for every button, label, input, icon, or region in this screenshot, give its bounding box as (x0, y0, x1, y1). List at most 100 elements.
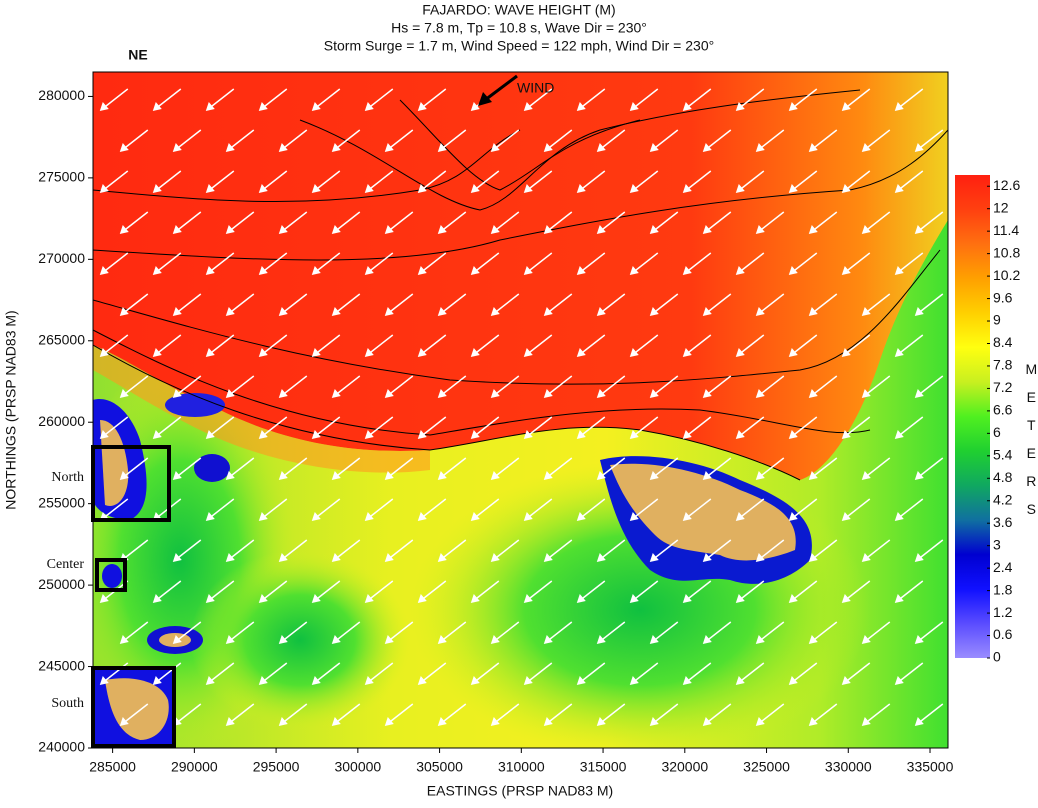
wind-vector-head (755, 307, 765, 316)
wind-vector-head (596, 471, 606, 480)
wind-vector (581, 252, 606, 272)
colorbar-tick-label: 1.2 (993, 604, 1013, 620)
wind-vector (846, 580, 871, 600)
colorbar-tick-label: 10.8 (993, 244, 1020, 260)
wind-vector (707, 457, 732, 477)
wind-vector-head (682, 102, 692, 111)
wind-vector-head (278, 307, 288, 316)
wind-vector (336, 621, 361, 641)
wind-vector-head (894, 512, 904, 521)
wind-vector (177, 539, 202, 559)
wind-vector (104, 334, 129, 354)
wind-vector (601, 539, 626, 559)
wind-vector-head (808, 389, 818, 398)
wind-vector (548, 703, 573, 723)
wind-vector-head (629, 430, 639, 439)
wind-vector (389, 375, 414, 395)
wind-vector (760, 703, 785, 723)
wind-vector (495, 211, 520, 231)
wind-vector (124, 703, 149, 723)
wind-vector (548, 539, 573, 559)
wind-vector (740, 252, 765, 272)
wind-vector (919, 703, 944, 723)
wind-vector (283, 293, 308, 313)
wind-vector-head (914, 471, 924, 480)
wind-vector-head (702, 307, 712, 316)
wind-vector-head (543, 635, 553, 644)
wind-vector (846, 88, 871, 108)
wind-vector (654, 129, 679, 149)
wind-vector-head (278, 389, 288, 398)
wind-vector-head (258, 512, 268, 521)
colorbar-tick-label: 1.8 (993, 581, 1013, 597)
wind-arrowhead (478, 92, 492, 106)
wind-vector (793, 170, 818, 190)
wind-vector-head (914, 553, 924, 562)
wind-vector-head (735, 512, 745, 521)
wind-vector-head (894, 348, 904, 357)
wind-vector-head (470, 266, 480, 275)
colorbar-tick-label: 6 (993, 424, 1001, 440)
wind-vector (157, 662, 182, 682)
wind-vector-head (311, 266, 321, 275)
wind-vector (442, 375, 467, 395)
wind-vector (601, 621, 626, 641)
wind-vector (866, 703, 891, 723)
wind-vector-head (576, 430, 586, 439)
wind-vector (866, 129, 891, 149)
wind-vector (846, 170, 871, 190)
wind-vector-head (205, 266, 215, 275)
wind-vector (263, 662, 288, 682)
wind-vector (283, 375, 308, 395)
wind-vector (654, 703, 679, 723)
wind-vector (389, 457, 414, 477)
wind-vector (760, 621, 785, 641)
wind-vector-head (755, 471, 765, 480)
wind-vector-head (225, 225, 235, 234)
colorbar-tick-label: 8.4 (993, 334, 1013, 350)
wind-vector-head (808, 553, 818, 562)
wind-vector-head (119, 143, 129, 152)
wind-vector-head (629, 676, 639, 685)
wind-vector-head (523, 184, 533, 193)
wind-vector (230, 457, 255, 477)
wind-vector (495, 539, 520, 559)
wind-vector (104, 88, 129, 108)
wind-vector-head (861, 553, 871, 562)
wind-vector-head (576, 512, 586, 521)
wind-vector (336, 211, 361, 231)
wind-vector-head (523, 348, 533, 357)
wind-vector (230, 211, 255, 231)
wind-vector (846, 252, 871, 272)
x-axis-label: EASTINGS (PRSP NAD83 M) (427, 783, 613, 799)
wind-vector (422, 88, 447, 108)
wind-vector-head (364, 430, 374, 439)
wind-vector-head (649, 389, 659, 398)
wind-vector-head (543, 717, 553, 726)
wind-vector-head (152, 676, 162, 685)
wind-vector-head (384, 225, 394, 234)
wind-vector (528, 580, 553, 600)
wind-vector-head (490, 389, 500, 398)
y-axis-label: NORTHINGS (PRSP NAD83 M) (3, 310, 19, 509)
wind-vector-head (629, 348, 639, 357)
wind-vector (793, 498, 818, 518)
wind-vector-head (490, 307, 500, 316)
wind-vector (548, 129, 573, 149)
wind-vector (157, 580, 182, 600)
wind-vector (548, 293, 573, 313)
wind-vector (846, 662, 871, 682)
wind-vector (919, 621, 944, 641)
wind-vector (316, 252, 341, 272)
wind-vector-head (894, 594, 904, 603)
wind-vector-head (331, 389, 341, 398)
wind-vector (263, 170, 288, 190)
wind-vector-head (364, 512, 374, 521)
wind-vector-head (364, 102, 374, 111)
wind-vector (793, 580, 818, 600)
wind-vector (210, 334, 235, 354)
wind-vector (687, 416, 712, 436)
wind-vector (919, 293, 944, 313)
wind-vector-head (841, 594, 851, 603)
wind-vector-head (331, 717, 341, 726)
